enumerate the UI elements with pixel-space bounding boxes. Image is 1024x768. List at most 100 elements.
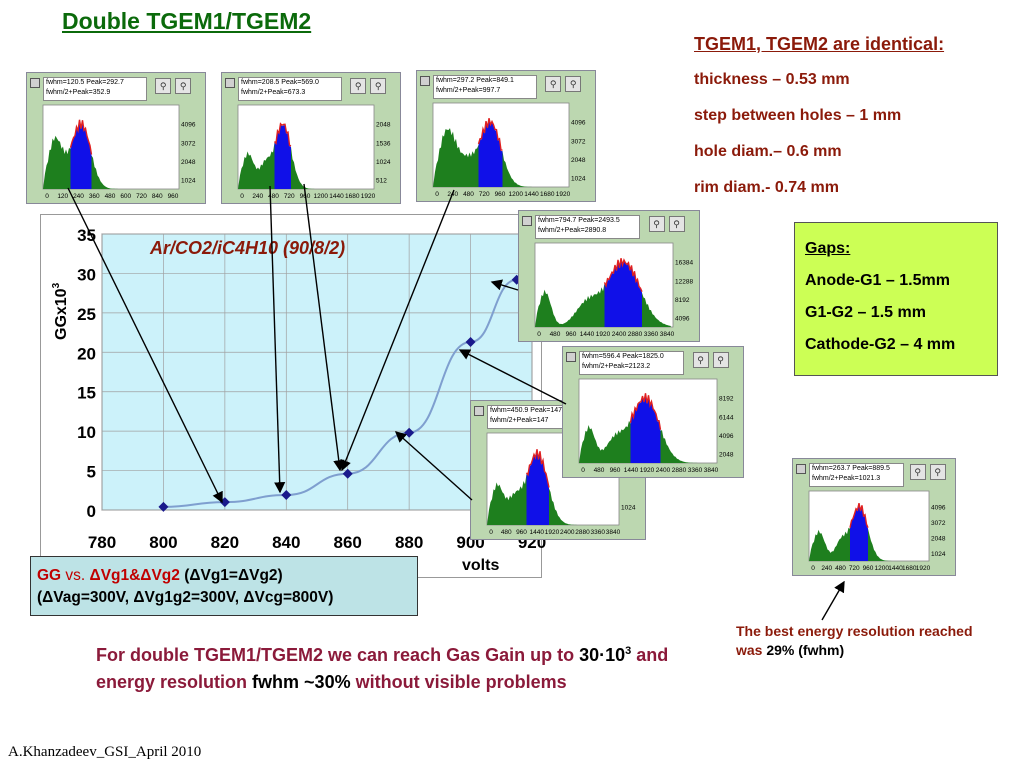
y-tick-label-7: 35 (77, 226, 96, 245)
spectrum-peak-fill (630, 394, 661, 463)
spectrum-fit-curve (273, 122, 292, 147)
spectrum-y-tick-2: 2048 (181, 159, 196, 166)
x-tick-label-4: 860 (334, 533, 362, 552)
spectrum-fit-curve (477, 118, 503, 151)
zoom-out-icon[interactable]: ⚲ (668, 216, 685, 232)
spectrum-y-tick-1: 3072 (181, 140, 196, 147)
spectrum-peak-fill (70, 120, 92, 189)
spectrum-peak-fill (274, 124, 291, 189)
spectrum-x-tick-4: 960 (863, 565, 874, 572)
spectrum-x-tick-0: 0 (537, 331, 541, 338)
spectrum-x-tick-5: 1200 (509, 191, 524, 198)
zoom-out-icon[interactable]: ⚲ (565, 76, 582, 92)
spectrum-x-tick-3: 360 (89, 193, 100, 200)
spectrum-x-tick-8: 1920 (556, 191, 571, 198)
zoom-in-icon[interactable]: ⚲ (692, 352, 709, 368)
spectrum-x-tick-0: 0 (240, 193, 244, 200)
spectrum-info-box: fwhm=208.5 Peak=569.0 fwhm/2+Peak=673.3 (238, 77, 342, 101)
y-tick-label-5: 25 (77, 305, 96, 324)
zoom-in-icon[interactable]: ⚲ (545, 76, 562, 92)
zoom-out-icon[interactable]: ⚲ (929, 464, 946, 480)
x-axis-label: volts (462, 557, 499, 574)
spectrum-x-tick-1: 480 (501, 529, 512, 536)
spectrum-x-tick-3: 720 (479, 191, 490, 198)
spec-thickness: thickness – 0.53 mm (694, 71, 850, 88)
x-tick-label-2: 820 (211, 533, 239, 552)
zoom-in-icon[interactable]: ⚲ (155, 78, 172, 94)
panel-menu-button[interactable] (566, 352, 576, 362)
panel-menu-button[interactable] (30, 78, 40, 88)
spectrum-panel-1: fwhm=120.5 Peak=292.7 fwhm/2+Peak=352.9 ⚲… (26, 72, 206, 204)
gg-caption-box: GG vs. ΔVg1&ΔVg2 (ΔVg1=ΔVg2) (ΔVag=300V,… (30, 556, 418, 616)
spectrum-info-box: fwhm=263.7 Peak=889.5 fwhm/2+Peak=1021.3 (809, 463, 905, 487)
best-value: 29% (fwhm) (766, 642, 845, 658)
spectrum-x-tick-3: 1440 (580, 331, 595, 338)
spectrum-y-tick-0: 2048 (376, 122, 391, 129)
x-tick-label-1: 800 (149, 533, 177, 552)
spectrum-x-tick-1: 120 (57, 193, 68, 200)
spectrum-x-tick-0: 0 (811, 565, 815, 572)
spectrum-fit-curve (849, 502, 869, 528)
zoom-in-icon[interactable]: ⚲ (909, 464, 926, 480)
spectrum-peak-fill (604, 259, 642, 327)
zoom-out-icon[interactable]: ⚲ (175, 78, 192, 94)
spectrum-y-tick-3: 1024 (571, 176, 586, 183)
spectrum-plot: 4096 3072 2048 1024 0 120 240 360 480 600 720 840 96… (42, 104, 196, 200)
panel-menu-button[interactable] (225, 78, 235, 88)
spectrum-x-tick-4: 1920 (545, 529, 560, 536)
spectrum-x-tick-7: 3360 (688, 467, 703, 474)
spectrum-x-tick-7: 3360 (644, 331, 659, 338)
spectrum-x-tick-1: 240 (821, 565, 832, 572)
panel-menu-button[interactable] (420, 76, 430, 86)
dv-label: ΔVg1&ΔVg2 (89, 567, 180, 584)
x-tick-label-5: 880 (395, 533, 423, 552)
y-tick-label-4: 20 (77, 344, 96, 363)
spectrum-x-tick-8: 960 (168, 193, 179, 200)
panel-menu-button[interactable] (474, 406, 484, 416)
spectrum-x-tick-4: 960 (495, 191, 506, 198)
data-point-5 (465, 337, 476, 348)
zoom-in-icon[interactable]: ⚲ (648, 216, 665, 232)
spectrum-x-tick-6: 1440 (329, 193, 344, 200)
gap-g1-g2: G1-G2 – 1.5 mm (805, 304, 926, 321)
zoom-in-icon[interactable]: ⚲ (350, 78, 367, 94)
conclusion-gain-exp: 3 (625, 645, 632, 657)
spectrum-x-tick-5: 2400 (656, 467, 671, 474)
panel-menu-button[interactable] (522, 216, 532, 226)
spectrum-x-tick-7: 3360 (591, 529, 606, 536)
gaps-box: Gaps: Anode-G1 – 1.5mm G1-G2 – 1.5 mm Ca… (794, 222, 998, 376)
conclusion-part5: without visible problems (350, 672, 567, 692)
spectrum-y-tick-0: 4096 (181, 122, 196, 129)
spectrum-plot: 4096 3072 2048 1024 0 240 480 720 960 1200 1440 168… (808, 490, 946, 572)
spectrum-panel-5: fwhm=596.4 Peak=1825.0 fwhm/2+Peak=2123.… (562, 346, 744, 478)
spectrum-x-tick-7: 840 (152, 193, 163, 200)
spectrum-y-tick-3: 512 (376, 178, 387, 185)
y-tick-label-2: 10 (77, 423, 96, 442)
spectrum-y-tick-1: 6144 (719, 414, 734, 421)
spectrum-panel-4: fwhm=794.7 Peak=2493.5 fwhm/2+Peak=2890.… (518, 210, 700, 342)
spectrum-x-tick-2: 480 (268, 193, 279, 200)
spectrum-plot: 2048 1536 1024 512 0 240 480 720 960 1200 1440 1680… (237, 104, 391, 200)
spectrum-y-tick-2: 2048 (931, 536, 946, 543)
spectrum-panel-7: fwhm=263.7 Peak=889.5 fwhm/2+Peak=1021.3… (792, 458, 956, 576)
spectrum-y-tick-0: 4096 (571, 120, 586, 127)
spec-rim-diam: rim diam.- 0.74 mm (694, 179, 839, 196)
zoom-out-icon[interactable]: ⚲ (370, 78, 387, 94)
plot-area (101, 233, 533, 511)
spectrum-x-tick-7: 1680 (902, 565, 917, 572)
spectrum-x-tick-5: 600 (120, 193, 131, 200)
spectrum-x-tick-0: 0 (435, 191, 439, 198)
spectrum-x-tick-5: 1200 (875, 565, 890, 572)
spectrum-y-tick-0: 16384 (675, 260, 693, 267)
spectrum-x-tick-3: 720 (849, 565, 860, 572)
y-tick-label-1: 5 (87, 463, 96, 482)
zoom-out-icon[interactable]: ⚲ (712, 352, 729, 368)
spectrum-info-box: fwhm=120.5 Peak=292.7 fwhm/2+Peak=352.9 (43, 77, 147, 101)
spectrum-x-tick-2: 960 (610, 467, 621, 474)
spectrum-y-tick-3: 1024 (181, 178, 196, 185)
spectrum-peak-fill (850, 504, 868, 561)
y-tick-label-6: 30 (77, 265, 96, 284)
gap-cathode-g2: Cathode-G2 – 4 mm (805, 336, 956, 353)
panel-menu-button[interactable] (796, 464, 806, 474)
spectrum-x-tick-0: 0 (581, 467, 585, 474)
